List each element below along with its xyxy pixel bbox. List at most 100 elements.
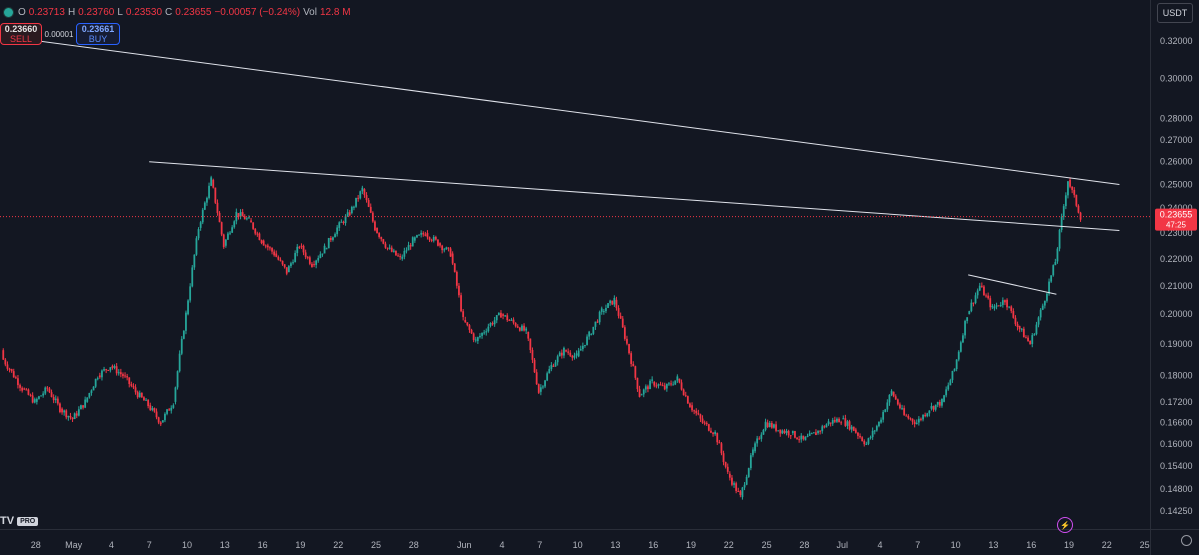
- candle-body: [550, 364, 553, 370]
- sell-price: 0.23660: [4, 24, 38, 34]
- candle-body: [777, 430, 780, 432]
- candle-body: [1010, 306, 1013, 311]
- time-tick-label: 13: [220, 540, 230, 550]
- candle-body: [985, 295, 987, 297]
- candle-body: [752, 449, 754, 456]
- candle-body: [395, 250, 397, 256]
- candle-body: [722, 453, 725, 463]
- candle-body: [749, 455, 752, 469]
- candle-body: [306, 257, 309, 259]
- currency-selector[interactable]: USDT: [1157, 3, 1193, 23]
- candle-body: [794, 431, 796, 438]
- candle-body: [329, 237, 332, 240]
- candle-body: [363, 189, 366, 196]
- time-tick-label: 16: [1026, 540, 1036, 550]
- candle-body: [151, 408, 154, 410]
- candle-body: [1046, 293, 1048, 301]
- candle-body: [359, 191, 362, 199]
- pro-badge: PRO: [17, 516, 39, 526]
- candle-body: [567, 351, 570, 353]
- candle-body: [308, 257, 311, 264]
- candle-body: [531, 349, 534, 360]
- candle-body: [187, 300, 189, 315]
- sell-button[interactable]: 0.23660 SELL: [0, 23, 42, 45]
- candle-body: [871, 430, 874, 438]
- candle-body: [735, 483, 738, 491]
- candle-body: [418, 234, 420, 236]
- candle-body: [23, 388, 26, 390]
- candle-body: [90, 390, 93, 394]
- candle-body: [827, 421, 830, 425]
- candle-body: [92, 386, 95, 391]
- candle-body: [504, 315, 507, 317]
- candle-body: [1071, 186, 1074, 190]
- candle-body: [785, 430, 788, 434]
- buy-button[interactable]: 0.23661 BUY: [76, 23, 120, 45]
- candle-body: [605, 307, 607, 312]
- candle-body: [743, 484, 746, 488]
- last-price-label-bg: [1155, 208, 1197, 231]
- high-value: 0.23760: [78, 6, 115, 18]
- candle-body: [577, 350, 580, 357]
- time-tick-label: 4: [877, 540, 882, 550]
- candle-body: [955, 359, 958, 370]
- time-tick-label: 10: [951, 540, 961, 550]
- candle-body: [1054, 261, 1057, 266]
- candle-body: [77, 409, 80, 416]
- candle-body: [928, 410, 931, 414]
- candle-body: [350, 206, 353, 214]
- tradingview-logo[interactable]: TV PRO: [0, 515, 39, 527]
- candle-body: [523, 325, 525, 331]
- candle-body: [237, 213, 240, 217]
- candle-body: [678, 378, 681, 383]
- price-tick-label: 0.32000: [1160, 36, 1193, 46]
- candle-body: [516, 326, 519, 328]
- candle-body: [819, 430, 822, 432]
- candle-body: [875, 426, 878, 431]
- candle-body: [693, 410, 696, 412]
- candle-body: [581, 345, 584, 350]
- candle-body: [283, 264, 286, 268]
- candle-body: [224, 239, 227, 246]
- candle-body: [122, 374, 124, 377]
- candle-body: [554, 362, 557, 367]
- candle-body: [1075, 194, 1078, 206]
- candle-body: [941, 398, 943, 406]
- low-value: 0.23530: [125, 6, 163, 18]
- candle-body: [886, 402, 889, 410]
- candle-body: [791, 431, 794, 434]
- candle-body: [52, 396, 55, 401]
- candle-body: [287, 266, 290, 273]
- candle-body: [573, 355, 576, 358]
- last-price-label: 0.23655: [1160, 210, 1193, 220]
- candle-body: [686, 396, 689, 404]
- candle-body: [168, 409, 171, 411]
- candle-body: [71, 417, 74, 420]
- candle-body: [105, 369, 108, 371]
- candle-body: [159, 422, 162, 425]
- gear-icon[interactable]: [1181, 535, 1192, 546]
- candle-body: [760, 434, 763, 439]
- candle-body: [497, 312, 500, 316]
- candle-body: [815, 432, 817, 436]
- candle-body: [88, 393, 91, 398]
- candle-body: [783, 430, 786, 434]
- candle-body: [865, 443, 868, 445]
- lightning-icon[interactable]: ⚡: [1057, 517, 1073, 533]
- candle-body: [594, 321, 597, 327]
- candle-body: [747, 468, 750, 477]
- ohlc-legend: O 0.23713 H 0.23760 L 0.23530 C 0.23655 −0.0…: [4, 4, 351, 20]
- candle-body: [374, 221, 376, 231]
- candle-body: [1029, 340, 1032, 345]
- candle-body: [250, 220, 252, 223]
- candle-body: [1058, 229, 1061, 249]
- candle-body: [338, 222, 341, 228]
- candle-body: [14, 377, 17, 379]
- candle-body: [527, 331, 530, 339]
- candle-body: [325, 248, 328, 250]
- candle-body: [147, 399, 150, 407]
- candle-body: [19, 385, 21, 388]
- candle-body: [598, 311, 601, 323]
- candle-body: [962, 335, 964, 343]
